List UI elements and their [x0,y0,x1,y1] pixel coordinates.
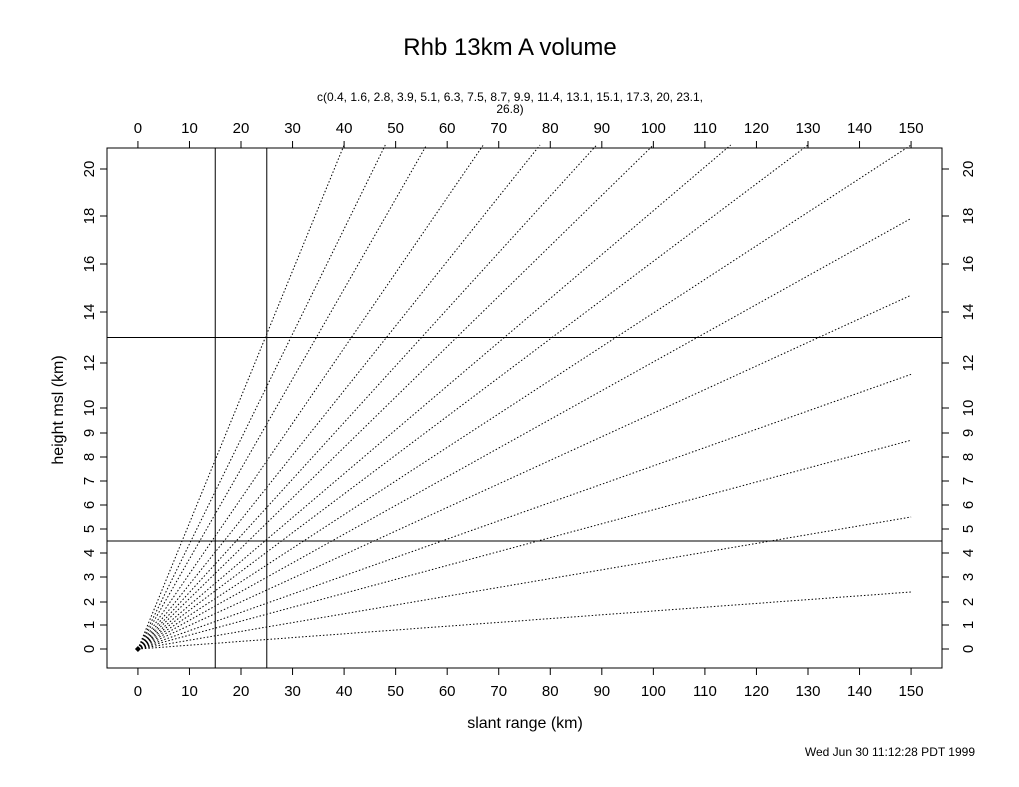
beam-line [137,144,484,650]
y-tick-label-right: 14 [960,304,977,321]
beam-line [137,144,345,650]
beam-line [137,144,732,650]
y-tick-label-left: 3 [81,573,98,581]
y-tick-label-right: 0 [960,645,977,653]
beam-line [137,144,654,650]
x-tick-label-bottom: 110 [693,683,717,700]
x-tick-label-bottom: 70 [490,683,507,700]
y-tick-label-left: 1 [81,621,98,629]
y-tick-label-right: 9 [960,429,977,437]
x-tick-label-bottom: 80 [542,683,559,700]
top-label-line1: c(0.4, 1.6, 2.8, 3.9, 5.1, 6.3, 7.5, 8.7… [317,90,703,104]
x-tick-label-top: 90 [593,120,610,137]
beam-line [137,373,912,650]
x-tick-label-top: 100 [641,120,666,137]
x-axis-label: slant range (km) [467,715,583,732]
x-axis-bottom: 0 10 20 30 40 50 60 70 80 90 100 110 120 130 140 150 [134,668,924,700]
x-tick-label-top: 10 [181,120,198,137]
beam-line [137,144,541,650]
y-tick-label-left: 20 [81,161,98,178]
y-tick-label-right: 8 [960,453,977,461]
y-tick-label-left: 16 [81,256,98,273]
y-tick-label-right: 16 [960,256,977,273]
y-tick-label-left: 14 [81,304,98,321]
reference-lines [107,148,942,668]
y-tick-label-right: 3 [960,573,977,581]
x-tick-label-top: 150 [899,120,924,137]
beam-line [137,516,912,650]
x-tick-label-top: 110 [693,120,717,137]
x-tick-label-bottom: 90 [593,683,610,700]
x-tick-label-top: 40 [336,120,353,137]
x-tick-label-bottom: 20 [233,683,250,700]
y-tick-label-right: 7 [960,477,977,485]
y-tick-label-right: 5 [960,525,977,533]
series-lines [137,144,912,650]
y-tick-label-right: 2 [960,598,977,606]
origin-group [134,646,141,652]
x-tick-label-top: 120 [744,120,769,137]
y-tick-label-right: 1 [960,621,977,629]
x-tick-label-bottom: 140 [847,683,872,700]
x-tick-label-bottom: 30 [284,683,301,700]
x-tick-label-bottom: 0 [134,683,142,700]
beam-line [137,294,912,650]
y-tick-label-right: 20 [960,161,977,178]
timestamp-footer: Wed Jun 30 11:12:28 PDT 1999 [805,745,975,759]
y-tick-label-left: 9 [81,429,98,437]
plot-frame [106,147,943,669]
beam-line [137,217,912,650]
beam-line [137,144,912,650]
x-tick-label-bottom: 120 [744,683,769,700]
x-tick-label-top: 80 [542,120,559,137]
beam-line [137,144,428,650]
beam-line [137,591,912,650]
y-tick-label-left: 0 [81,645,98,653]
beam-line [137,144,386,650]
x-tick-label-top: 20 [233,120,250,137]
y-tick-label-right: 6 [960,501,977,509]
x-tick-label-top: 0 [134,120,142,137]
x-axis-top: 0 10 20 30 40 50 60 70 80 90 100 110 120 130 140 150 [134,120,924,148]
beam-line [137,144,809,650]
chart-title: Rhb 13km A volume [403,34,616,61]
y-tick-label-left: 4 [81,549,98,557]
beam-line [137,439,912,650]
y-tick-label-left: 6 [81,501,98,509]
x-tick-label-bottom: 40 [336,683,353,700]
x-tick-label-top: 50 [387,120,404,137]
x-tick-label-bottom: 150 [899,683,924,700]
y-tick-label-right: 4 [960,549,977,557]
x-tick-label-top: 60 [439,120,456,137]
y-tick-label-left: 18 [81,208,98,225]
x-tick-label-bottom: 60 [439,683,456,700]
y-tick-label-left: 10 [81,400,98,417]
origin-marker [134,646,141,652]
x-tick-label-top: 30 [284,120,301,137]
y-tick-label-left: 7 [81,477,98,485]
y-tick-label-left: 5 [81,525,98,533]
y-tick-label-right: 10 [960,400,977,417]
y-tick-label-left: 8 [81,453,98,461]
y-tick-label-right: 18 [960,208,977,225]
y-tick-label-right: 12 [960,355,977,372]
x-tick-label-bottom: 100 [641,683,666,700]
y-axis-label: height msl (km) [50,355,67,464]
x-tick-label-bottom: 50 [387,683,404,700]
top-label-line2: 26.8) [496,102,523,116]
beam-line [137,144,598,650]
x-tick-label-top: 140 [847,120,872,137]
x-tick-label-top: 70 [490,120,507,137]
x-tick-label-bottom: 10 [181,683,198,700]
y-tick-label-left: 2 [81,598,98,606]
x-tick-label-top: 130 [795,120,820,137]
y-tick-label-left: 12 [81,355,98,372]
x-tick-label-bottom: 130 [795,683,820,700]
